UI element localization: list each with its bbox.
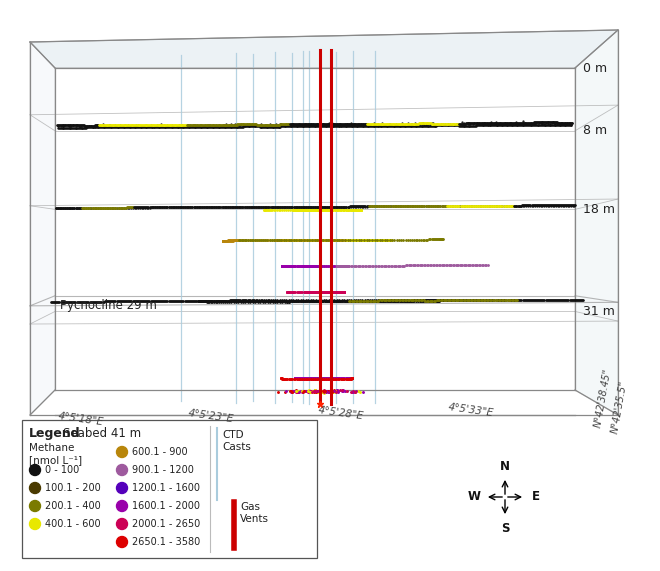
Circle shape: [30, 501, 40, 512]
Text: 4°5'33"E: 4°5'33"E: [447, 402, 494, 419]
Circle shape: [117, 464, 127, 476]
Text: 100.1 - 200: 100.1 - 200: [45, 483, 101, 493]
Polygon shape: [575, 30, 618, 415]
Text: CTD: CTD: [222, 430, 244, 440]
Text: 2000.1 - 2650: 2000.1 - 2650: [132, 519, 200, 529]
Text: 4°5'28"E: 4°5'28"E: [317, 405, 364, 421]
Circle shape: [30, 518, 40, 529]
Text: Seabed 41 m: Seabed 41 m: [63, 427, 141, 440]
Text: N: N: [500, 460, 510, 472]
Text: 8 m: 8 m: [583, 124, 607, 138]
Text: E: E: [532, 490, 540, 504]
Circle shape: [117, 537, 127, 548]
Text: 400.1 - 600: 400.1 - 600: [45, 519, 100, 529]
Text: 200.1 - 400: 200.1 - 400: [45, 501, 101, 511]
Polygon shape: [30, 42, 55, 415]
Text: 4°5'18"E: 4°5'18"E: [57, 411, 104, 427]
Text: N°42'38.45": N°42'38.45": [593, 367, 613, 428]
Circle shape: [30, 482, 40, 493]
Text: 0 - 100: 0 - 100: [45, 465, 79, 475]
Circle shape: [117, 447, 127, 457]
Text: W: W: [467, 490, 480, 504]
Text: 2650.1 - 3580: 2650.1 - 3580: [132, 537, 200, 547]
Text: 4°5'23"E: 4°5'23"E: [187, 408, 234, 424]
Circle shape: [117, 482, 127, 493]
Circle shape: [30, 464, 40, 476]
Text: Legend: Legend: [29, 427, 81, 440]
Circle shape: [117, 501, 127, 512]
Text: Vents: Vents: [240, 514, 269, 524]
Text: Gas: Gas: [240, 502, 260, 512]
Text: 31 m: 31 m: [583, 305, 615, 318]
Text: N°42'35.5": N°42'35.5": [610, 380, 629, 435]
Text: S: S: [501, 521, 510, 534]
Text: Methane
[nmol L⁻¹]: Methane [nmol L⁻¹]: [29, 443, 82, 465]
Text: 0 m: 0 m: [583, 62, 607, 74]
Text: 18 m: 18 m: [583, 203, 615, 216]
Bar: [22, 420, 317, 558]
Text: 900.1 - 1200: 900.1 - 1200: [132, 465, 194, 475]
Text: Casts: Casts: [222, 442, 251, 452]
Polygon shape: [30, 30, 618, 68]
Text: Pycnocline 29 m: Pycnocline 29 m: [60, 299, 157, 312]
Text: 600.1 - 900: 600.1 - 900: [132, 447, 187, 457]
Text: 1600.1 - 2000: 1600.1 - 2000: [132, 501, 200, 511]
Circle shape: [117, 518, 127, 529]
Text: 1200.1 - 1600: 1200.1 - 1600: [132, 483, 200, 493]
